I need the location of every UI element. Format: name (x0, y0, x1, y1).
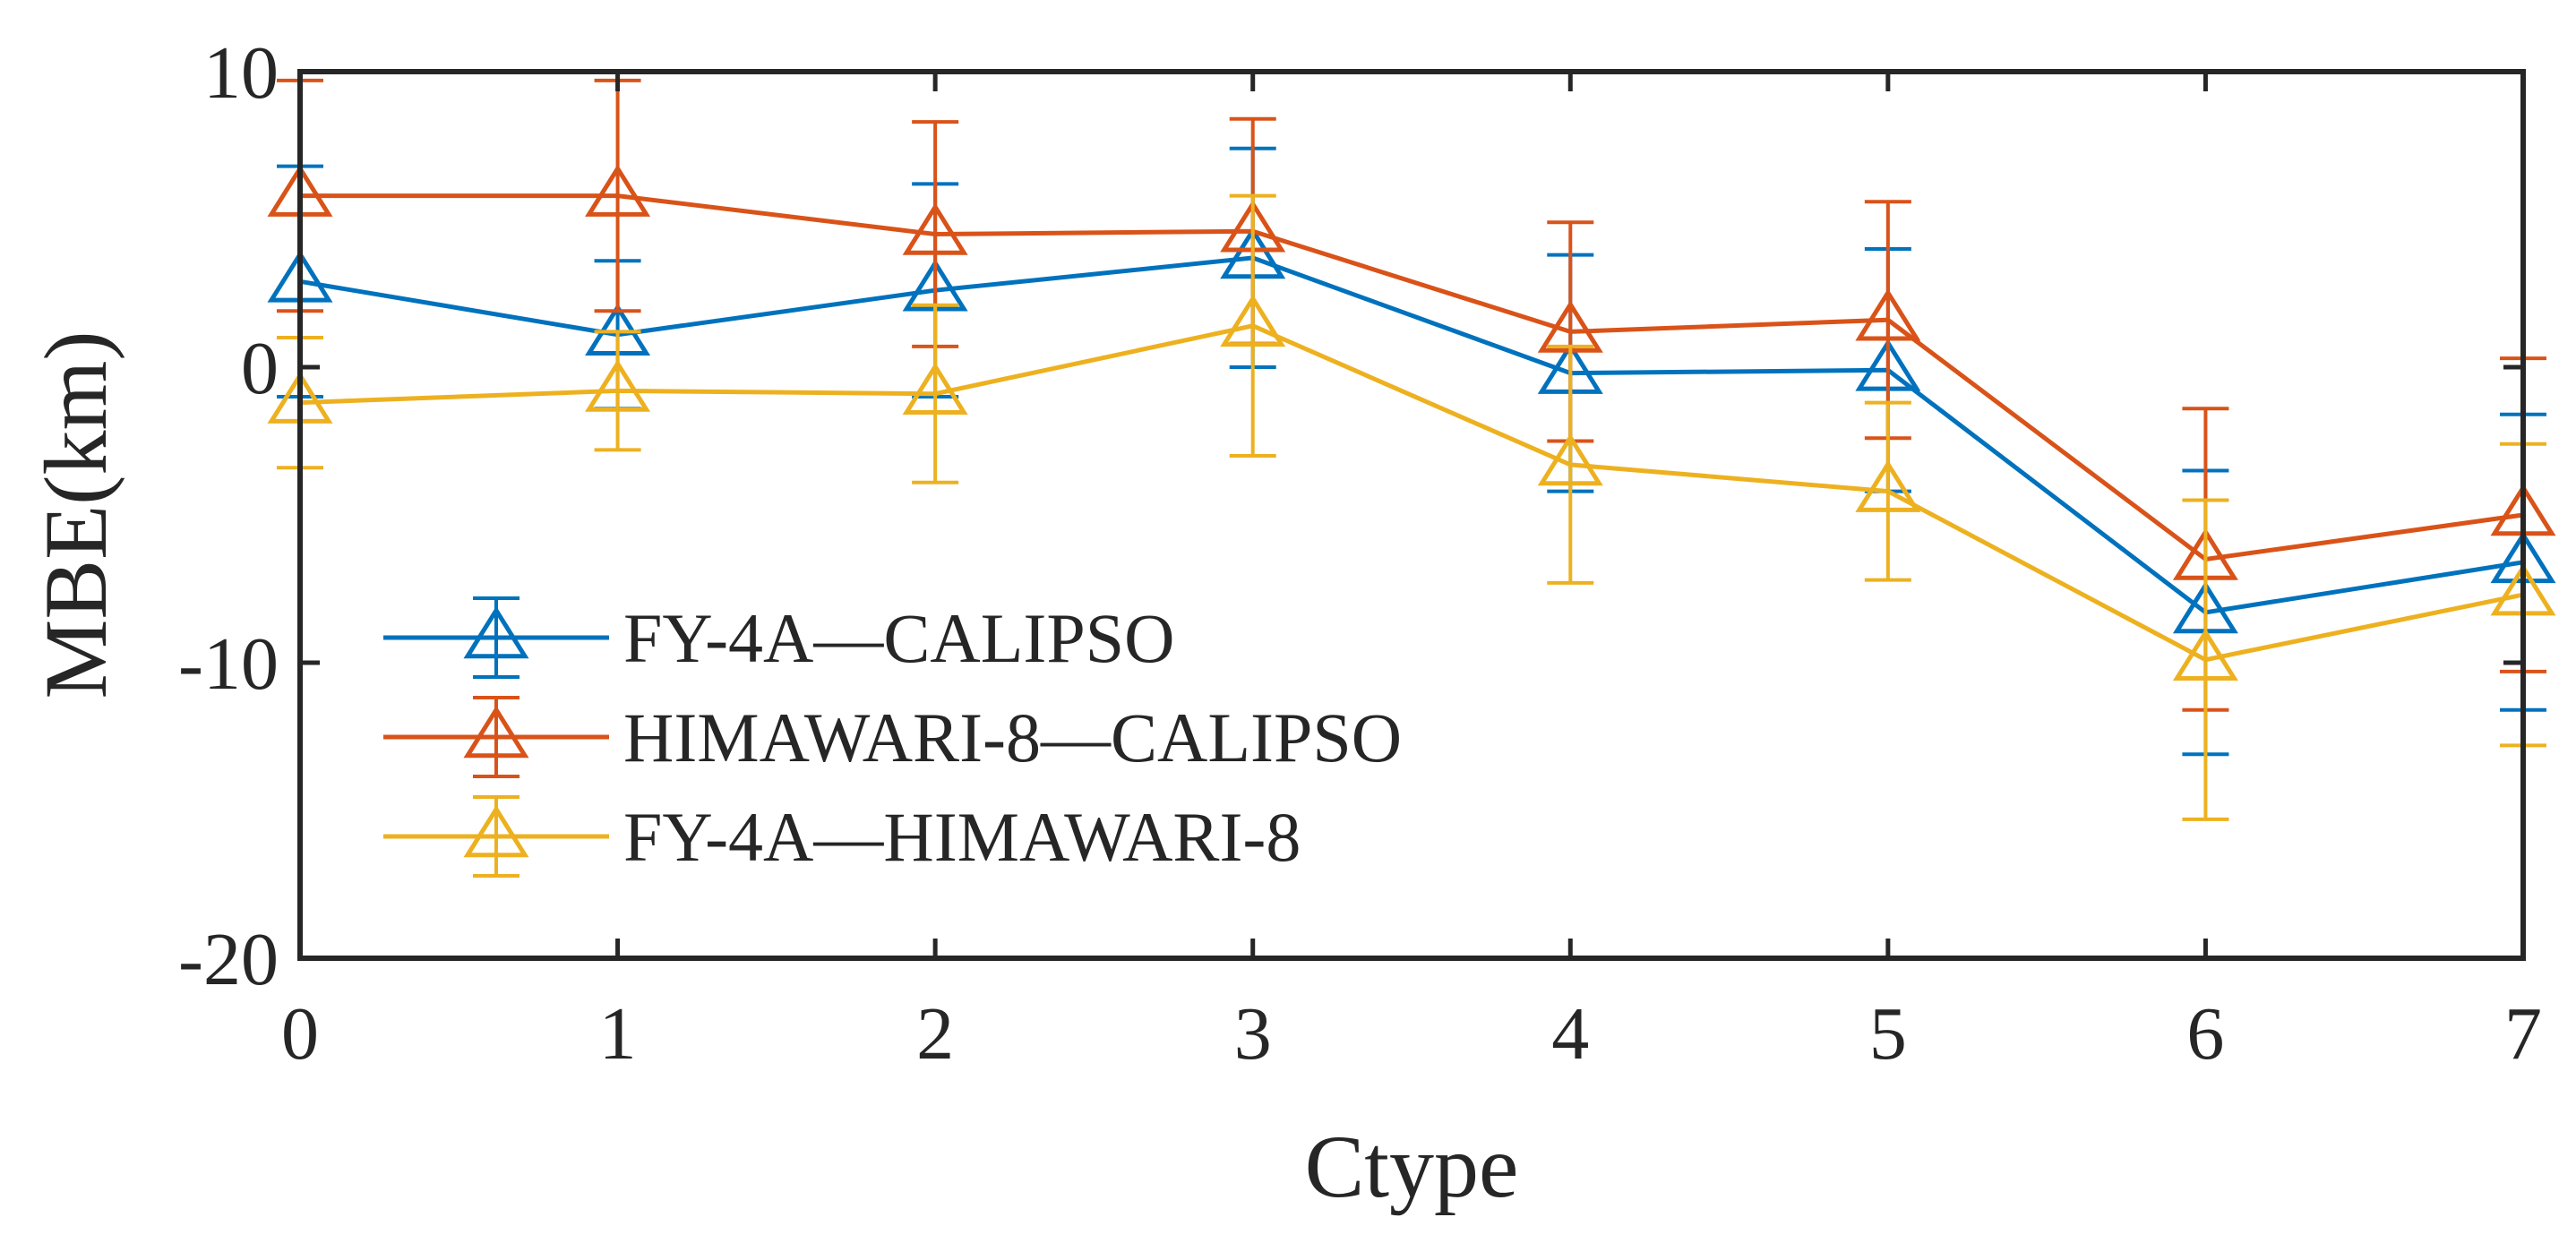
x-tick-label: 4 (1551, 992, 1589, 1076)
data-point-marker (902, 362, 968, 415)
x-tick-label: 3 (1234, 992, 1272, 1076)
y-tick-label: -10 (178, 622, 279, 706)
legend-marker (463, 705, 529, 759)
legend-entry-3: FY-4A—HIMAWARI-8 (383, 795, 1301, 878)
legend-label: FY-4A—HIMAWARI-8 (623, 798, 1301, 876)
data-point-marker (1855, 288, 1921, 341)
series-line (299, 323, 2524, 663)
legend-entry-2: HIMAWARI-8—CALIPSO (383, 696, 1402, 778)
y-axis-label: MBE(km) (26, 330, 125, 699)
x-tick-label: 6 (2186, 992, 2224, 1076)
data-point-marker (585, 164, 651, 217)
data-point-marker (585, 359, 651, 412)
y-tick-label: 10 (203, 31, 279, 115)
data-point-marker (1220, 294, 1286, 347)
data-point-marker (902, 202, 968, 255)
ticks-layer: 0 1 2 3 4 5 6 7 -20 -10 0 10 (178, 31, 2542, 1076)
x-tick-label: 0 (281, 992, 319, 1076)
plot-frame (297, 69, 2526, 961)
legend-marker (463, 605, 529, 659)
y-tick-label: 0 (241, 327, 279, 410)
data-point-marker (2172, 628, 2238, 681)
data-point-marker (1537, 433, 1603, 486)
x-tick-label: 7 (2504, 992, 2542, 1076)
series-line (299, 255, 2524, 615)
x-tick-label: 1 (599, 992, 637, 1076)
legend-label: FY-4A—CALIPSO (623, 599, 1174, 677)
legend-label: HIMAWARI-8—CALIPSO (623, 699, 1402, 776)
legend-marker (463, 804, 529, 858)
data-point-marker (1855, 459, 1921, 512)
legend: FY-4A—CALIPSO HIMAWARI-8—CALIPSO FY-4A—HIM… (383, 596, 1402, 878)
legend-entry-1: FY-4A—CALIPSO (383, 596, 1174, 679)
x-tick-label: 5 (1869, 992, 1907, 1076)
x-axis-label: Ctype (1305, 1117, 1519, 1216)
series-line (300, 193, 2524, 562)
y-tick-label: -20 (178, 918, 279, 1001)
x-tick-label: 2 (916, 992, 954, 1076)
